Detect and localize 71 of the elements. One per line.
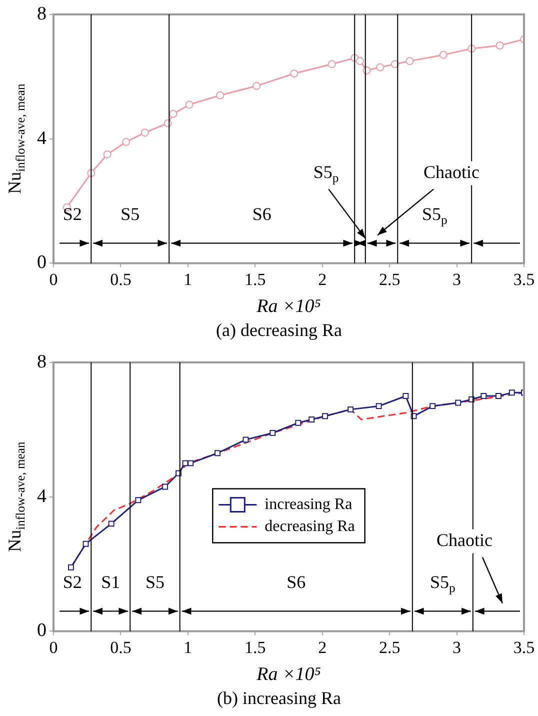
point [439, 50, 448, 59]
point [216, 91, 224, 100]
point [376, 63, 384, 72]
point [108, 520, 114, 527]
x-tick-label: 3 [452, 638, 462, 657]
point [455, 400, 462, 406]
x-tick-label: 1 [184, 638, 192, 657]
y-tick-label: 0 [37, 252, 46, 274]
point [376, 403, 382, 410]
point [68, 564, 74, 570]
annotation: Chaotic [424, 162, 480, 182]
x-tick-label: 2 [318, 638, 327, 657]
annotation: S2 [62, 572, 82, 592]
point [508, 390, 515, 396]
point [169, 110, 178, 118]
x-tick-label: 3 [452, 270, 462, 289]
point [480, 393, 487, 399]
point [356, 57, 364, 66]
point [122, 138, 130, 146]
point [322, 413, 328, 420]
x-tick-label: 2.5 [378, 638, 400, 657]
x-tick-label: 2 [318, 270, 327, 289]
x-tick-label: 0.5 [110, 638, 132, 657]
point [295, 420, 302, 426]
point [103, 150, 112, 158]
point [162, 484, 168, 490]
x-tick-label: 1.5 [244, 638, 266, 657]
y-axis-title: Nuinflow-ave, mean [4, 83, 28, 194]
annotation: S5 [120, 204, 140, 224]
x-tick-label: 3.5 [513, 638, 535, 657]
point [496, 42, 504, 50]
y-tick-label: 4 [37, 486, 47, 507]
point [328, 60, 336, 68]
point [140, 128, 149, 137]
x-tick-label: 2.5 [378, 270, 400, 289]
annotation: S2 [62, 204, 82, 224]
annotation: S5 [145, 572, 165, 592]
point [214, 450, 220, 456]
x-tick-label: 0.5 [110, 270, 132, 289]
x-axis-title: Ra ×10⁵ [256, 296, 322, 317]
annotation: S6 [286, 572, 306, 592]
text: (a) decreasing Ra [216, 320, 342, 340]
point [185, 100, 194, 109]
y-tick-label: 0 [37, 620, 46, 642]
x-tick-label: 1.5 [244, 270, 266, 289]
legend-label: increasing Ra [264, 496, 352, 513]
point [308, 416, 315, 422]
point [135, 497, 142, 504]
point [495, 393, 502, 399]
point [242, 436, 249, 443]
point [430, 403, 436, 410]
y-tick-label: 8 [37, 3, 46, 24]
point [290, 69, 298, 78]
y-tick-label: 4 [37, 128, 47, 149]
point [252, 82, 260, 90]
x-axis-title: Ra ×10⁵ [256, 664, 322, 685]
annotation: Chaotic [436, 530, 492, 550]
y-axis-title: Nuinflow-ave, mean [4, 441, 28, 552]
point [402, 393, 409, 399]
legend-label: decreasing Ra [264, 518, 355, 535]
point [82, 540, 89, 547]
annotation: S6 [252, 204, 272, 224]
point [270, 430, 276, 436]
point [406, 57, 414, 66]
x-tick-label: 3.5 [513, 270, 535, 289]
annotation: S1 [101, 572, 120, 592]
point [188, 460, 194, 466]
text: (b) increasing Ra [217, 688, 341, 708]
x-tick-label: 1 [184, 270, 192, 289]
y-tick-label: 8 [37, 351, 46, 372]
point [348, 406, 354, 412]
